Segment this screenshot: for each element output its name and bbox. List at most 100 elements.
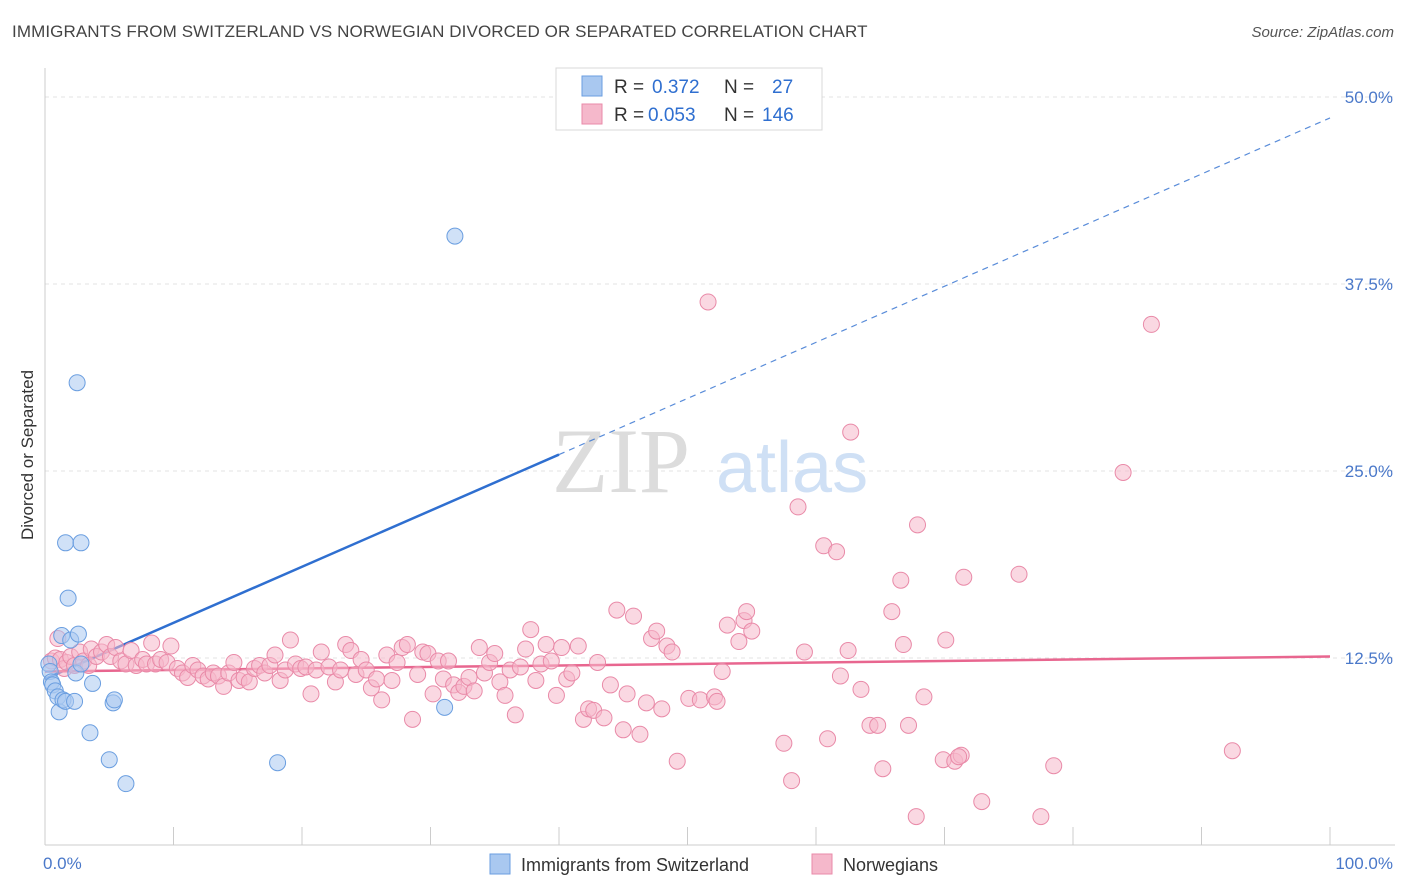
x-tick-label: 0.0% <box>43 854 82 873</box>
point-norwegians <box>1032 808 1050 826</box>
point-norwegians <box>404 710 422 728</box>
point-norwegians <box>653 700 671 718</box>
point-norwegians <box>907 808 925 826</box>
point-norwegians <box>537 636 555 654</box>
point-norwegians <box>842 423 860 441</box>
point-norwegians <box>973 793 991 811</box>
point-norwegians <box>1114 463 1132 481</box>
point-norwegians <box>595 709 613 727</box>
point-norwegians <box>281 631 299 649</box>
point-norwegians <box>663 643 681 661</box>
point-norwegians <box>225 653 243 671</box>
point-norwegians <box>839 642 857 660</box>
point-norwegians <box>1142 315 1160 333</box>
series-swatch-switzerland <box>489 853 511 875</box>
point-norwegians <box>542 652 560 670</box>
point-norwegians <box>312 643 330 661</box>
point-norwegians <box>874 760 892 778</box>
point-norwegians <box>373 691 391 709</box>
point-switzerland <box>66 692 84 710</box>
point-norwegians <box>547 686 565 704</box>
watermark-zip: ZIP <box>552 410 690 512</box>
point-norwegians <box>424 685 442 703</box>
point-norwegians <box>730 633 748 651</box>
point-norwegians <box>388 653 406 671</box>
point-switzerland <box>68 374 86 392</box>
point-norwegians <box>569 637 587 655</box>
point-norwegians <box>637 694 655 712</box>
point-norwegians <box>915 688 933 706</box>
legend-r-label-1: R = <box>614 77 644 98</box>
point-switzerland <box>72 655 90 673</box>
point-norwegians <box>795 643 813 661</box>
point-norwegians <box>955 568 973 586</box>
point-norwegians <box>937 631 955 649</box>
point-norwegians <box>738 603 756 621</box>
point-norwegians <box>892 571 910 589</box>
point-norwegians <box>465 682 483 700</box>
point-norwegians <box>789 498 807 516</box>
trend-line-switzerland-extension <box>558 117 1331 456</box>
point-switzerland <box>59 589 77 607</box>
stats-legend: R = 0.372 N = 27 R = 0.053 N = 146 <box>555 67 823 131</box>
point-norwegians <box>506 706 524 724</box>
point-switzerland <box>72 534 90 552</box>
point-norwegians <box>398 636 416 654</box>
legend-swatch-pink <box>581 103 603 125</box>
y-tick-label: 50.0% <box>1345 88 1393 107</box>
point-norwegians <box>608 601 626 619</box>
trend-line-switzerland <box>44 453 560 681</box>
point-norwegians <box>302 685 320 703</box>
point-norwegians <box>699 293 717 311</box>
point-norwegians <box>553 639 571 657</box>
point-norwegians <box>668 752 686 770</box>
point-norwegians <box>601 676 619 694</box>
point-norwegians <box>713 662 731 680</box>
legend-n-label-2: N = <box>724 105 754 126</box>
point-norwegians <box>648 622 666 640</box>
point-norwegians <box>589 653 607 671</box>
legend-swatch-blue <box>581 75 603 97</box>
y-tick-labels: 12.5% 25.0% 37.5% 50.0% <box>1345 88 1393 668</box>
point-norwegians <box>162 637 180 655</box>
point-switzerland <box>269 754 287 772</box>
point-switzerland <box>84 674 102 692</box>
x-tick-labels: 0.0% 100.0% <box>43 854 1393 873</box>
point-switzerland <box>446 227 464 245</box>
point-norwegians <box>909 516 927 534</box>
point-norwegians <box>143 634 161 652</box>
watermark-atlas: atlas <box>716 428 868 508</box>
point-norwegians <box>869 716 887 734</box>
point-norwegians <box>718 616 736 634</box>
point-norwegians <box>1045 757 1063 775</box>
point-norwegians <box>527 671 545 689</box>
legend-r-value-2: 0.053 <box>648 105 696 126</box>
point-norwegians <box>828 543 846 561</box>
legend-r-label-2: R = <box>614 105 644 126</box>
trend-lines <box>44 117 1331 681</box>
point-norwegians <box>691 691 709 709</box>
point-norwegians <box>819 730 837 748</box>
point-norwegians <box>625 607 643 625</box>
data-points <box>40 227 1241 826</box>
y-tick-label: 12.5% <box>1345 649 1393 668</box>
point-norwegians <box>517 640 535 658</box>
point-norwegians <box>563 664 581 682</box>
source-label: Source: ZipAtlas.com <box>1251 24 1394 41</box>
point-norwegians <box>470 639 488 657</box>
point-norwegians <box>743 622 761 640</box>
axes <box>44 68 1395 846</box>
point-norwegians <box>266 646 284 664</box>
series-swatch-norwegians <box>811 853 833 875</box>
point-norwegians <box>368 670 386 688</box>
legend-n-value-2: 146 <box>762 105 794 126</box>
legend-n-label-1: N = <box>724 77 754 98</box>
point-norwegians <box>883 603 901 621</box>
point-switzerland <box>105 691 123 709</box>
x-tick-label: 100.0% <box>1335 854 1393 873</box>
y-axis-title: Divorced or Separated <box>18 370 37 540</box>
point-norwegians <box>332 661 350 679</box>
point-norwegians <box>122 642 140 660</box>
point-norwegians <box>618 685 636 703</box>
point-norwegians <box>852 680 870 698</box>
